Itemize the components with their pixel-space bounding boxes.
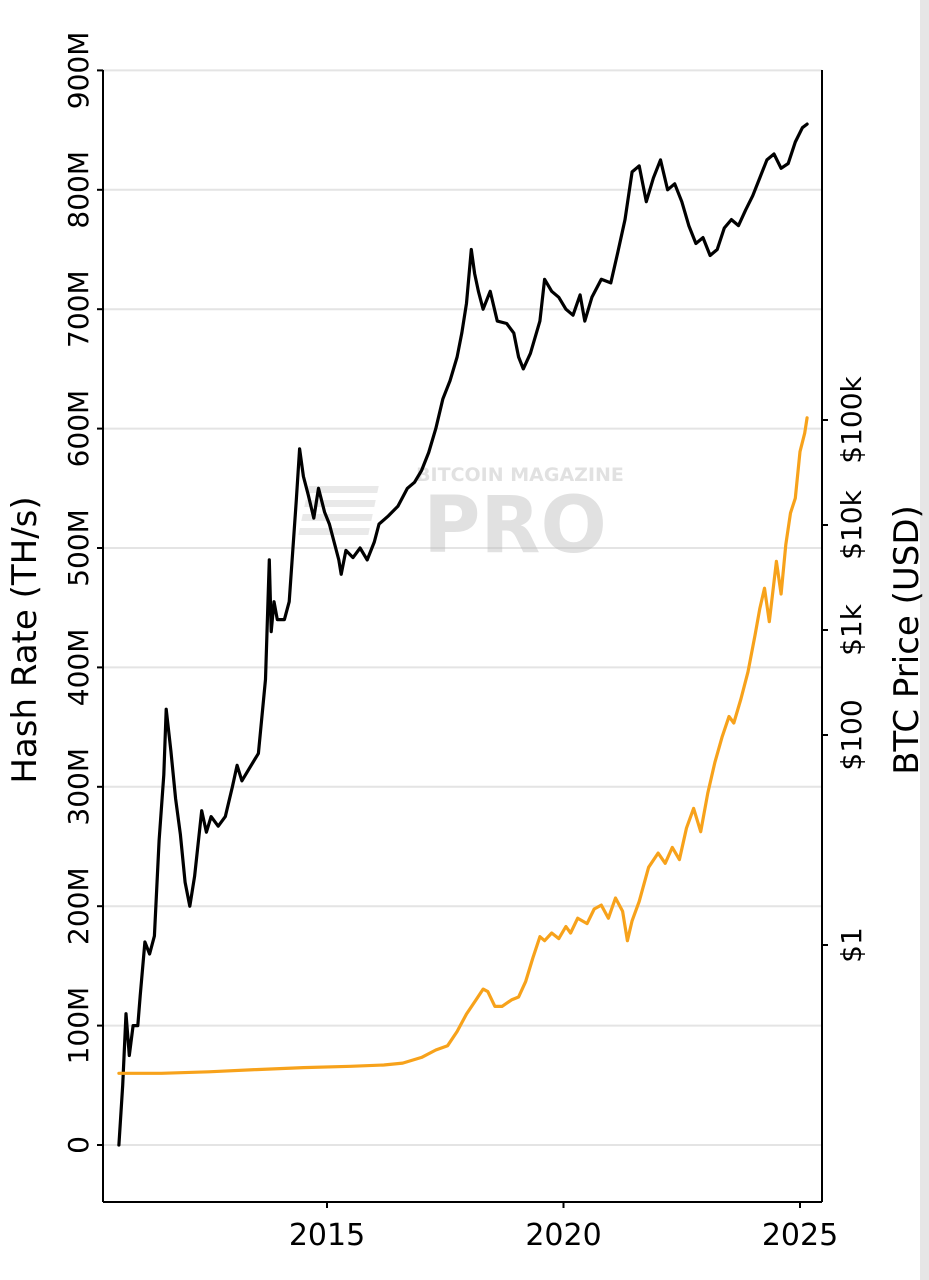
year-tick-label: 2015 [289,1218,365,1253]
plot-frame [102,70,823,1203]
watermark-top-text: BITCOIN MAGAZINE [416,464,624,486]
hash-rate-tick-label: 300M [62,748,95,826]
hash-rate-axis: 0 100M 200M 300M 400M 500M 600M 700M 800M 900M [62,32,103,1154]
watermark-stripe [298,528,370,535]
price-axis-label: BTC Price (USD) [887,505,927,775]
year-tick-label: 2025 [762,1218,838,1253]
hash-rate-tick-label: 100M [62,987,95,1065]
hash-rate-tick-label: 800M [62,151,95,229]
btc-price-series-line [117,416,809,1075]
hash-rate-tick-label: 700M [62,270,95,348]
hash-rate-tick-label: 600M [62,390,95,468]
year-axis: 2015 2020 2025 [289,1202,838,1253]
price-axis: $1 $100 $1k $10k $100k [822,375,868,963]
year-tick-label: 2020 [525,1218,601,1253]
right-edge-strip [920,0,929,1280]
watermark-main-text: PRO [423,481,607,571]
hash-rate-tick-label: 200M [62,867,95,945]
grid-lines [103,69,822,1146]
price-tick-label: $10k [835,489,868,559]
series-layer [117,122,809,1147]
price-tick-label: $1k [835,603,868,656]
watermark-stripe [307,486,379,493]
hash-rate-tick-label: 0 [62,1136,95,1154]
watermark-stripe [301,514,373,521]
price-tick-label: $100k [835,375,868,463]
price-tick-label: $1 [835,927,868,963]
hash-rate-tick-label: 400M [62,629,95,707]
hash-rate-tick-label: 500M [62,509,95,587]
hash-rate-axis-label: Hash Rate (TH/s) [5,496,45,783]
hash-rate-tick-label: 900M [62,32,95,110]
hash-rate-series-line [117,122,809,1147]
price-tick-label: $100 [835,699,868,770]
watermark: BITCOIN MAGAZINE PRO [298,464,624,571]
